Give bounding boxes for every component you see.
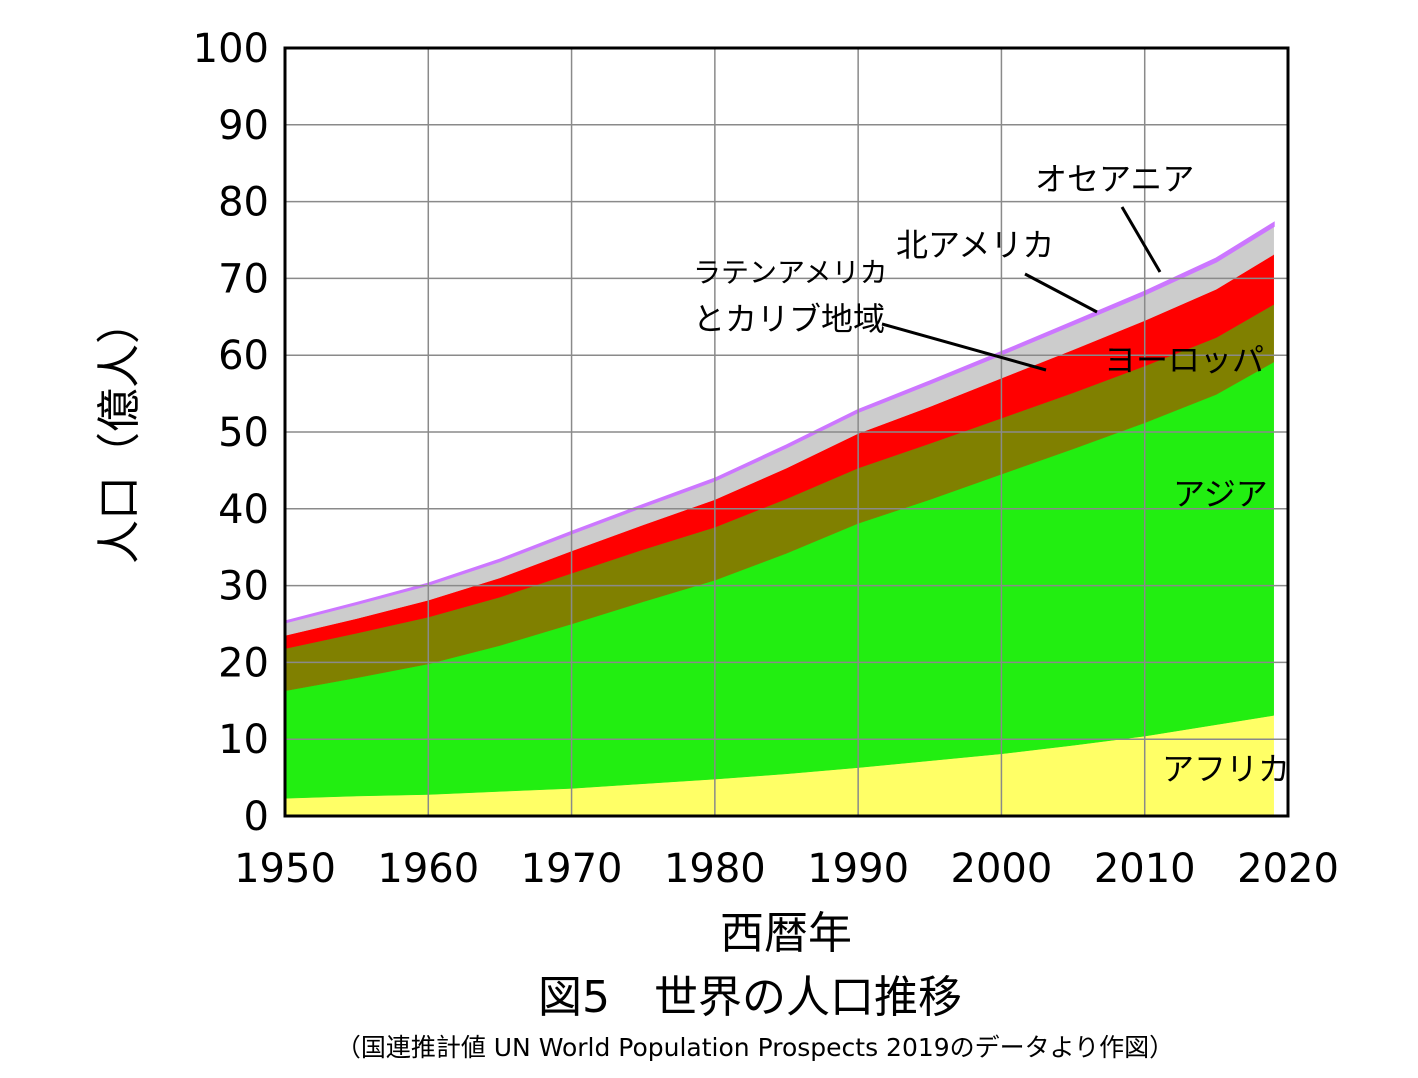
- y-tick-30: 30: [218, 564, 269, 610]
- oceania-leader-line: [1120, 206, 1162, 273]
- y-tick-100: 100: [193, 26, 269, 72]
- y-tick-20: 20: [218, 640, 269, 686]
- y-tick-90: 90: [218, 103, 269, 149]
- x-axis-title: 西暦年: [720, 908, 852, 959]
- y-tick-40: 40: [218, 487, 269, 533]
- north-america-leader-line: [1024, 272, 1098, 314]
- label-africa: アフリカ: [1162, 750, 1290, 788]
- figure-title: 図5 世界の人口推移: [538, 972, 962, 1023]
- plot-frame: [283, 46, 1290, 818]
- y-tick-labels: 0 10 20 30 40 50 60 70 80 90 100: [193, 26, 269, 840]
- x-tick-1980: 1980: [664, 846, 766, 892]
- label-latin-america-line2: とカリブ地域: [693, 300, 885, 338]
- x-tick-1990: 1990: [807, 846, 909, 892]
- y-tick-80: 80: [218, 180, 269, 226]
- x-tick-2000: 2000: [951, 846, 1053, 892]
- y-tick-10: 10: [218, 717, 269, 763]
- label-europe: ヨーロッパ: [1104, 341, 1264, 379]
- x-tick-labels: 1950 1960 1970 1980 1990 2000 2010 2020: [234, 846, 1339, 892]
- label-north-america: 北アメリカ: [896, 226, 1054, 264]
- label-latin-america-line1: ラテンアメリカ: [693, 256, 888, 289]
- grid-lines: [284, 47, 1289, 817]
- y-tick-0: 0: [244, 794, 269, 840]
- y-tick-60: 60: [218, 333, 269, 379]
- x-tick-1960: 1960: [377, 846, 479, 892]
- label-asia: アジア: [1173, 475, 1268, 513]
- latin-america-leader-line: [881, 322, 1047, 372]
- x-tick-2010: 2010: [1094, 846, 1196, 892]
- label-oceania: オセアニア: [1035, 160, 1194, 198]
- y-axis-title: 人口（億人）: [94, 300, 145, 564]
- figure-source-note: （国連推計値 UN World Population Prospects 201…: [336, 1033, 1174, 1062]
- x-tick-1970: 1970: [521, 846, 623, 892]
- y-tick-50: 50: [218, 410, 269, 456]
- x-tick-1950: 1950: [234, 846, 336, 892]
- x-tick-2020: 2020: [1237, 846, 1339, 892]
- y-tick-70: 70: [218, 256, 269, 302]
